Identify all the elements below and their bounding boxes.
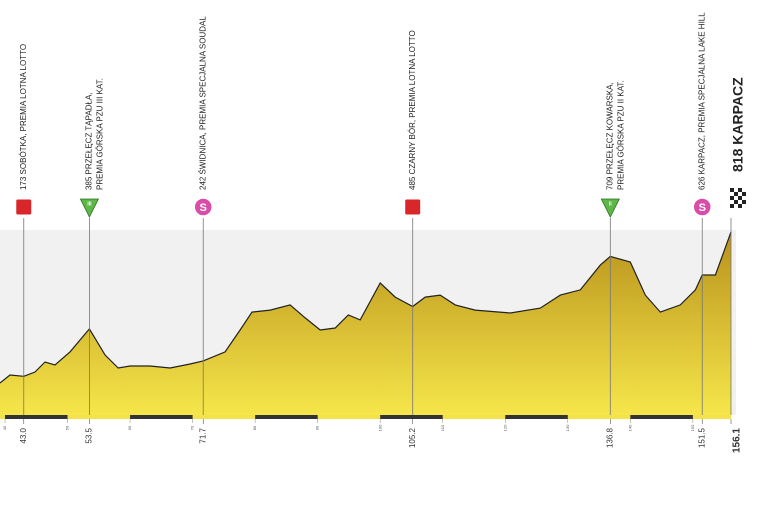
mountain-badge: II bbox=[609, 201, 612, 207]
point-label: PREMIA GÓRSKA PZU II KAT. bbox=[616, 80, 625, 190]
point-label: 242 ŚWIDNICA, PREMIA SPECJALNA SOUDAL bbox=[198, 16, 207, 190]
finish-flag-cell bbox=[742, 200, 746, 204]
point-label: 626 KARPACZ, PREMIA SPECJALNA LAKE HILL bbox=[697, 12, 706, 190]
finish-flag-cell bbox=[742, 192, 746, 196]
elevation-line bbox=[0, 231, 732, 384]
finish-flag-cell bbox=[734, 192, 738, 196]
x-tick-label: 156.1 bbox=[732, 428, 743, 453]
finish-flag-cell bbox=[738, 200, 742, 204]
finish-flag-cell bbox=[730, 204, 734, 208]
km-strip-segment bbox=[630, 415, 693, 419]
mountain-icon bbox=[600, 198, 620, 218]
finish-flag-cell bbox=[742, 204, 746, 208]
finish-flag-cell bbox=[730, 188, 734, 192]
minor-tick-label: 70 bbox=[190, 425, 195, 430]
point-label: 709 PRZEŁĘCZ KOWARSKA, bbox=[605, 82, 614, 190]
km-strip-segment bbox=[505, 415, 568, 419]
point-label: 173 SOBÓTKA, PREMIA LOTNA LOTTO bbox=[19, 44, 28, 190]
x-tick-label: 151.5 bbox=[697, 427, 706, 448]
x-tick-label: 53.5 bbox=[85, 427, 94, 443]
minor-tick-label: 100 bbox=[377, 424, 382, 431]
special-badge: S bbox=[200, 202, 207, 214]
elevation-area bbox=[0, 232, 731, 415]
point-label: 385 PRZEŁĘCZ TĄPADŁA, bbox=[85, 92, 94, 190]
minor-tick-label: 130 bbox=[565, 424, 570, 431]
minor-tick-label: 40 bbox=[2, 425, 7, 430]
special-badge: S bbox=[699, 202, 706, 214]
mountain-icon bbox=[79, 198, 100, 218]
finish-flag-cell bbox=[742, 196, 746, 200]
minor-tick-label: 110 bbox=[440, 424, 445, 431]
finish-flag-cell bbox=[738, 204, 742, 208]
finish-flag-cell bbox=[730, 200, 734, 204]
mountain-badge: III bbox=[87, 201, 92, 207]
point-label: 485 CZARNY BÓR, PREMIA LOTNA LOTTO bbox=[408, 30, 417, 190]
km-strip-segment bbox=[5, 415, 68, 419]
minor-tick-label: 120 bbox=[502, 424, 507, 431]
point-label: PREMIA GÓRSKA PZU III KAT. bbox=[96, 78, 105, 190]
finish-flag-cell bbox=[742, 188, 746, 192]
sprint-icon bbox=[15, 198, 33, 216]
finish-flag-cell bbox=[738, 188, 742, 192]
special-icon bbox=[193, 197, 213, 217]
km-strip bbox=[0, 415, 731, 419]
minor-tick-label: 50 bbox=[65, 425, 70, 430]
finish-flag-cell bbox=[734, 188, 738, 192]
minor-tick-label: 140 bbox=[627, 424, 632, 431]
minor-tick-label: 60 bbox=[127, 425, 132, 430]
x-tick-label: 71.7 bbox=[198, 427, 207, 443]
finish-flag-cell bbox=[730, 196, 734, 200]
x-tick-label: 43.0 bbox=[19, 427, 28, 443]
finish-flag-cell bbox=[734, 204, 738, 208]
minor-tick-label: 90 bbox=[315, 425, 320, 430]
km-strip-segment bbox=[130, 415, 193, 419]
finish-flag-cell bbox=[734, 200, 738, 204]
finish-flag-cell bbox=[738, 196, 742, 200]
x-tick-label: 136.8 bbox=[605, 427, 614, 448]
finish-flag-cell bbox=[734, 196, 738, 200]
finish-flag-cell bbox=[730, 192, 734, 196]
minor-tick-label: 150 bbox=[690, 424, 695, 431]
km-strip-segment bbox=[255, 415, 318, 419]
km-strip-segment bbox=[380, 415, 443, 419]
finish-label: 818 KARPACZ bbox=[730, 77, 746, 172]
x-tick-label: 105.2 bbox=[408, 427, 417, 448]
minor-tick-label: 80 bbox=[252, 425, 257, 430]
sprint-icon bbox=[404, 198, 422, 216]
special-icon bbox=[692, 197, 712, 217]
finish-flag-cell bbox=[738, 192, 742, 196]
